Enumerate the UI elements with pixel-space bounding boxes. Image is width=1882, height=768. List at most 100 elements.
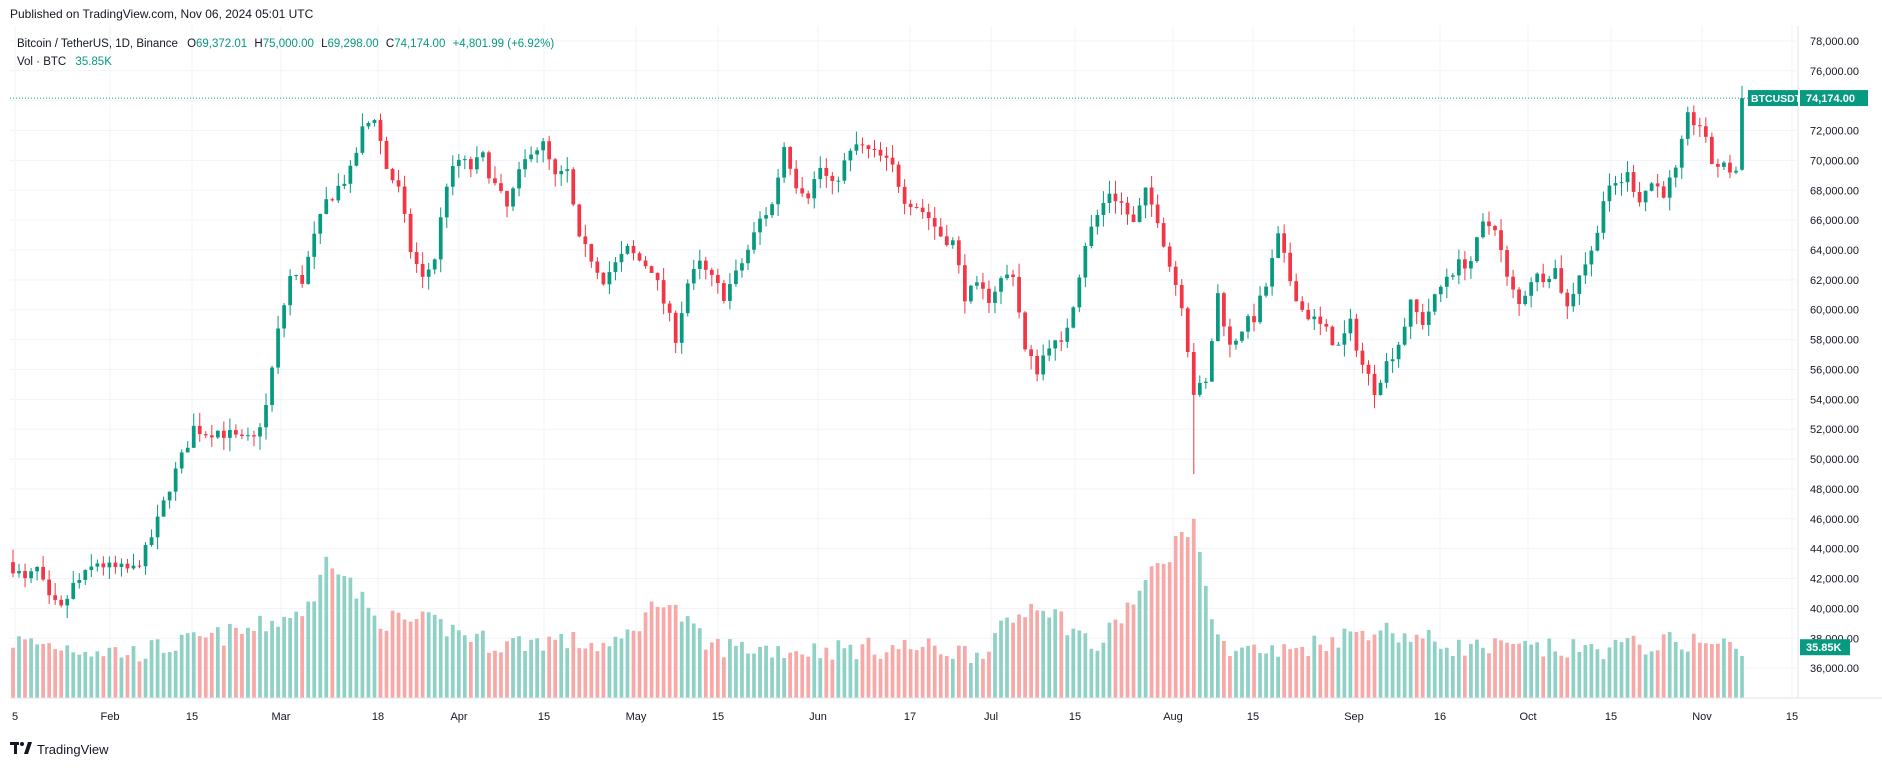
- candle-body: [764, 215, 768, 219]
- volume-bar: [661, 607, 666, 698]
- volume-bar: [613, 636, 618, 698]
- volume-bar: [288, 618, 292, 698]
- candle-body: [830, 175, 835, 182]
- volume-bar: [1679, 649, 1684, 698]
- volume-bar: [1161, 563, 1166, 698]
- close-label: C: [385, 38, 395, 50]
- candle-body: [1191, 351, 1196, 395]
- x-tick-label: 15: [1247, 711, 1259, 723]
- y-tick-label: 78,000.00: [1810, 36, 1859, 48]
- candle-body: [577, 204, 582, 237]
- candle-body: [101, 563, 106, 568]
- chart-legend: Bitcoin / TetherUS, 1D, Binance O69,372.…: [17, 35, 554, 71]
- y-tick-label: 58,000.00: [1810, 335, 1859, 347]
- candle-body: [667, 303, 672, 313]
- volume-bar: [619, 638, 624, 698]
- candle-body: [402, 186, 407, 214]
- symbol-title[interactable]: Bitcoin / TetherUS, 1D, Binance: [17, 38, 178, 50]
- volume-bar: [1107, 622, 1112, 698]
- candle-body: [203, 434, 208, 436]
- candle-body: [1011, 274, 1015, 277]
- volume-bar: [11, 647, 15, 698]
- y-tick-label: 54,000.00: [1810, 394, 1859, 406]
- volume-bar: [679, 621, 684, 698]
- volume-bar: [746, 653, 750, 698]
- candle-body: [1414, 299, 1419, 313]
- volume-bar: [1637, 644, 1642, 698]
- candle-body: [1077, 277, 1082, 308]
- volume-bar: [1469, 643, 1473, 698]
- candlestick-chart[interactable]: 78,000.0076,000.0074,000.0072,000.0070,0…: [0, 26, 1882, 736]
- candle-body: [944, 236, 949, 246]
- candle-body: [1185, 308, 1190, 352]
- candle-body: [517, 169, 521, 189]
- volume-bar: [685, 616, 690, 698]
- x-tick-label: 15: [186, 711, 198, 723]
- candle-body: [1625, 172, 1630, 183]
- x-tick-label: 15: [538, 711, 550, 723]
- volume-bar: [264, 631, 268, 698]
- candle-body: [523, 159, 527, 170]
- candle-body: [1155, 204, 1160, 224]
- volume-bar: [1571, 639, 1576, 698]
- x-tick-label: 16: [1434, 711, 1446, 723]
- candle-body: [1432, 294, 1437, 312]
- volume-bar: [1505, 642, 1509, 698]
- candle-body: [1469, 261, 1473, 269]
- volume-bar: [1077, 630, 1082, 698]
- volume-bar: [975, 652, 979, 698]
- candle-body: [408, 213, 413, 253]
- volume-bar: [59, 650, 64, 698]
- volume-bar: [1577, 651, 1582, 698]
- volume-bar: [83, 651, 88, 698]
- candle-body: [806, 193, 811, 199]
- x-tick-label: 17: [904, 711, 916, 723]
- price-axis[interactable]: 78,000.0076,000.0074,000.0072,000.0070,0…: [1810, 36, 1859, 675]
- candle-body: [547, 141, 552, 160]
- candle-body: [902, 186, 907, 204]
- candle-body: [752, 232, 756, 250]
- y-tick-label: 64,000.00: [1810, 245, 1859, 257]
- volume-bar: [1300, 646, 1305, 698]
- candle-body: [1270, 258, 1274, 287]
- high-label: H: [254, 38, 263, 50]
- chart-grid: [10, 26, 1796, 698]
- volume-bar: [890, 645, 895, 698]
- candle-body: [372, 120, 377, 123]
- candle-body: [824, 167, 829, 176]
- volume-bar: [215, 627, 220, 698]
- legend-ohlc-row: Bitcoin / TetherUS, 1D, Binance O69,372.…: [17, 35, 554, 53]
- volume-bar: [444, 636, 449, 698]
- candle-body: [1059, 340, 1064, 342]
- volume-bar: [1246, 645, 1250, 698]
- volume-bar: [1173, 535, 1178, 698]
- volume-bar: [107, 647, 112, 698]
- time-axis[interactable]: 5 Feb 15 Mar 18 Apr 15 May 15 Jun 17 Jul 15 Aug 15 Sep 1…: [12, 711, 1798, 723]
- volume-bar: [920, 646, 925, 698]
- volume-bar: [1402, 633, 1407, 698]
- candle-body: [1541, 273, 1546, 283]
- volume-bar: [1420, 638, 1425, 698]
- candle-body: [1216, 293, 1220, 342]
- volume-bar: [902, 639, 907, 698]
- volume-bar: [818, 658, 823, 698]
- volume-bar: [1258, 653, 1262, 698]
- footer-brand[interactable]: TradingView: [10, 742, 109, 757]
- volume-bar: [1348, 631, 1353, 698]
- volume-bar: [258, 615, 262, 698]
- x-tick-label: Apr: [450, 711, 467, 723]
- candle-body: [1288, 252, 1293, 282]
- candle-body: [450, 166, 455, 187]
- candle-body: [71, 582, 76, 599]
- volume-bar: [1716, 643, 1720, 698]
- volume-label[interactable]: Vol · BTC: [17, 56, 67, 68]
- volume-bar: [1722, 638, 1726, 698]
- candle-body: [1324, 323, 1329, 327]
- volume-bar: [1197, 551, 1202, 698]
- candle-body: [312, 233, 317, 257]
- volume-bar: [1324, 651, 1329, 698]
- volume-bar: [896, 649, 901, 698]
- volume-bar: [197, 636, 202, 698]
- candle-body: [661, 280, 666, 304]
- volume-bar: [764, 645, 768, 698]
